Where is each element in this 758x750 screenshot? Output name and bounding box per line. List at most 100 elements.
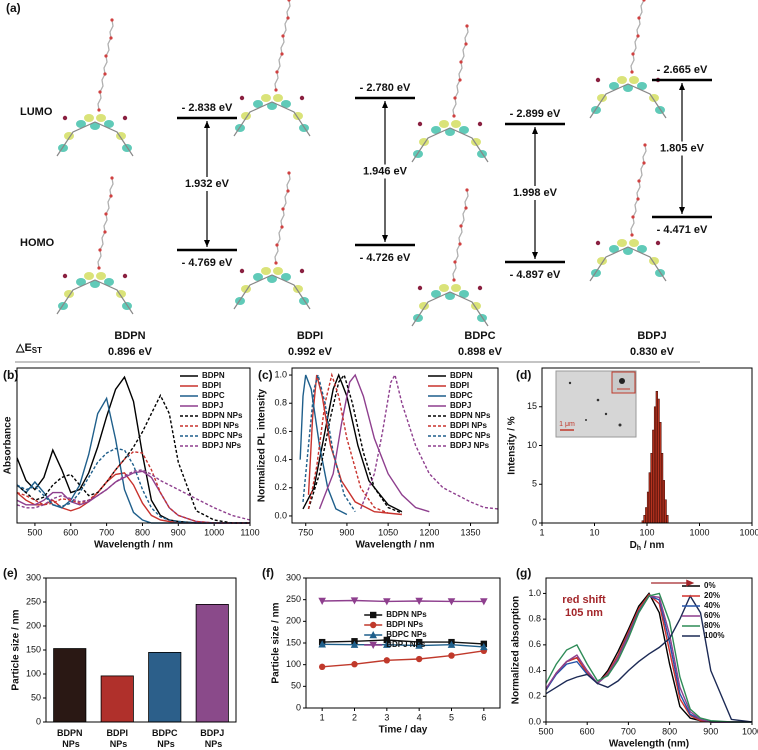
arrow-head (686, 579, 695, 587)
panel-label: (b) (3, 368, 18, 382)
marker (480, 642, 488, 651)
delta-est: 0.992 eV (288, 346, 333, 358)
x-tick-label: 3 (384, 712, 389, 722)
y-tick-label: 250 (26, 596, 41, 606)
particle (604, 412, 608, 416)
atom (636, 34, 640, 38)
molecule-core (233, 274, 311, 310)
atom (280, 225, 284, 229)
legend-label: BDPJ (202, 401, 223, 410)
orbital-lobe (439, 284, 449, 292)
y-tick-label: 50 (31, 692, 41, 702)
y-tick-label: 15 (527, 401, 537, 411)
legend-label: 80% (704, 621, 720, 630)
atom (287, 0, 291, 2)
x-tick-label: 1000 (689, 527, 709, 537)
x-axis-label-main: D (630, 540, 637, 551)
orbital-lobe (439, 120, 449, 128)
atom (122, 115, 128, 121)
molecule-core (411, 291, 489, 327)
marker (415, 597, 423, 605)
y-tick-label: 100 (26, 668, 41, 678)
legend-label: BDPC NPs (450, 431, 491, 440)
bar (53, 648, 87, 723)
atom (299, 268, 305, 274)
x-tick-label: 500 (538, 726, 553, 736)
orbital-lobe (281, 100, 291, 108)
molecule-chain (452, 25, 469, 117)
x-tick-label: 600 (63, 527, 78, 537)
molecule-name: BDPI (297, 330, 323, 342)
series-line (302, 372, 356, 513)
homo-energy: - 4.726 eV (360, 252, 411, 264)
atom (637, 16, 641, 20)
legend-label: BDPI (450, 381, 469, 390)
atom (239, 95, 245, 101)
particle (619, 378, 625, 384)
marker (350, 597, 359, 605)
y-tick-label: 0.8 (528, 614, 541, 624)
atom (104, 54, 108, 58)
marker (383, 636, 391, 644)
x-tick-label: 700 (99, 527, 114, 537)
molecule-core (589, 83, 667, 119)
series-line (16, 469, 251, 521)
atom (417, 121, 423, 127)
gap-label-bg (510, 186, 560, 200)
orbital-lobe (623, 84, 633, 92)
legend-label: BDPI (202, 381, 221, 390)
marker (318, 597, 326, 605)
molecule-chain (97, 19, 114, 111)
y-tick-label: 0.8 (274, 398, 287, 408)
x-tick-label: 2 (352, 712, 357, 722)
axes-frame (305, 577, 501, 709)
y-tick-label: 0.6 (274, 426, 287, 436)
lumo-energy: - 2.665 eV (657, 64, 708, 76)
y-axis-label: Particle size / nm (11, 609, 22, 690)
atom (477, 285, 483, 291)
bar (100, 675, 134, 723)
marker (415, 641, 423, 649)
y-axis-label: Intensity / % (507, 416, 518, 474)
x-tick-label: 1350 (461, 527, 481, 537)
homo-energy: - 4.769 eV (182, 257, 233, 269)
marker (447, 640, 456, 648)
histogram-bar (646, 491, 650, 524)
orbital-lobe (617, 239, 627, 247)
histogram-bar (653, 406, 657, 524)
y-tick-label: 0.2 (274, 482, 287, 492)
x-tick-label: 900 (703, 726, 718, 736)
axes-frame (291, 367, 499, 524)
orbital-lobe (76, 278, 86, 286)
histogram-bar (648, 472, 651, 524)
y-tick-label: 1.0 (274, 369, 287, 379)
legend-label: BDPJ NPs (202, 441, 242, 450)
y-axis-label: Normalized PL intensity (257, 388, 268, 502)
atom (275, 243, 279, 247)
arrow-head (532, 127, 538, 134)
orbital-lobe (90, 280, 100, 288)
marker (369, 631, 377, 639)
orbital-lobe (84, 114, 94, 122)
atom (239, 268, 245, 274)
atom (286, 189, 290, 193)
molecule-name: BDPJ (637, 330, 666, 342)
y-tick-label: 300 (286, 572, 301, 582)
arrow-head (679, 83, 685, 90)
homo-energy: - 4.471 eV (657, 224, 708, 236)
gap-label: 1.805 eV (660, 142, 705, 154)
x-tick-label: 1 (320, 712, 325, 722)
orbital-lobe (629, 76, 639, 84)
orbital-lobe (273, 94, 283, 102)
panel-label: (e) (3, 566, 18, 580)
molecule-chain (274, 0, 291, 91)
legend-label: 0% (704, 581, 716, 590)
atom (62, 273, 68, 279)
legend-label: BDPN NPs (450, 411, 491, 420)
homo-energy: - 4.897 eV (510, 269, 561, 281)
atom (299, 95, 305, 101)
atom (453, 260, 457, 264)
bar (195, 604, 229, 723)
particle (585, 419, 587, 421)
marker (480, 598, 488, 606)
